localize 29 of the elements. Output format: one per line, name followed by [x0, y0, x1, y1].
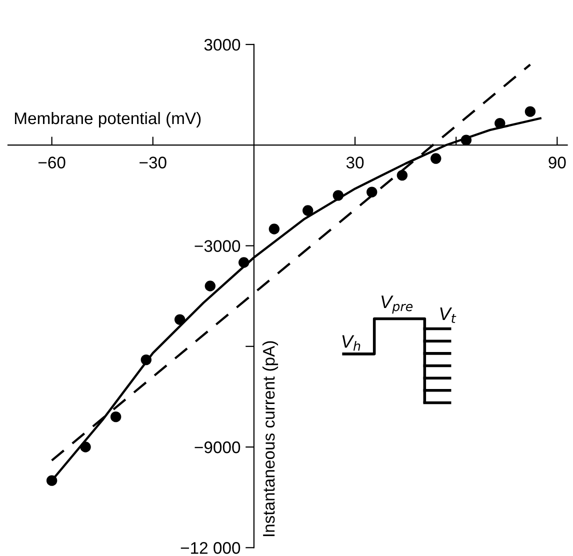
y-tick-label: 3000	[204, 38, 240, 51]
y-tick-label: −9000	[194, 441, 240, 454]
point	[80, 442, 91, 452]
x-tick-label: −30	[140, 156, 166, 168]
x-tick-label: −60	[38, 156, 66, 168]
point	[332, 190, 344, 201]
point	[366, 186, 378, 198]
point	[524, 106, 536, 117]
point	[430, 153, 442, 164]
y-axis-title: Instantaneous current (pA)	[262, 341, 278, 536]
point	[238, 257, 250, 268]
point	[140, 354, 152, 366]
point	[302, 205, 314, 216]
y-tick-label: −12 000	[180, 542, 240, 554]
y-tick-label: −3000	[194, 240, 240, 252]
annotation: V$_{h}$	[342, 335, 360, 351]
annotation: V$_{t}$	[440, 308, 456, 323]
x-tick-label: 30	[346, 156, 364, 168]
point	[174, 314, 186, 325]
annotation: V$_{pre}$	[381, 296, 413, 314]
point	[268, 224, 280, 234]
point	[494, 118, 506, 129]
point	[46, 475, 58, 486]
point	[396, 170, 408, 181]
point	[204, 280, 216, 292]
x-tick-label: 90	[548, 156, 566, 168]
point	[460, 134, 472, 146]
x-axis-title: Membrane potential (mV)	[14, 112, 201, 128]
point	[110, 411, 122, 422]
